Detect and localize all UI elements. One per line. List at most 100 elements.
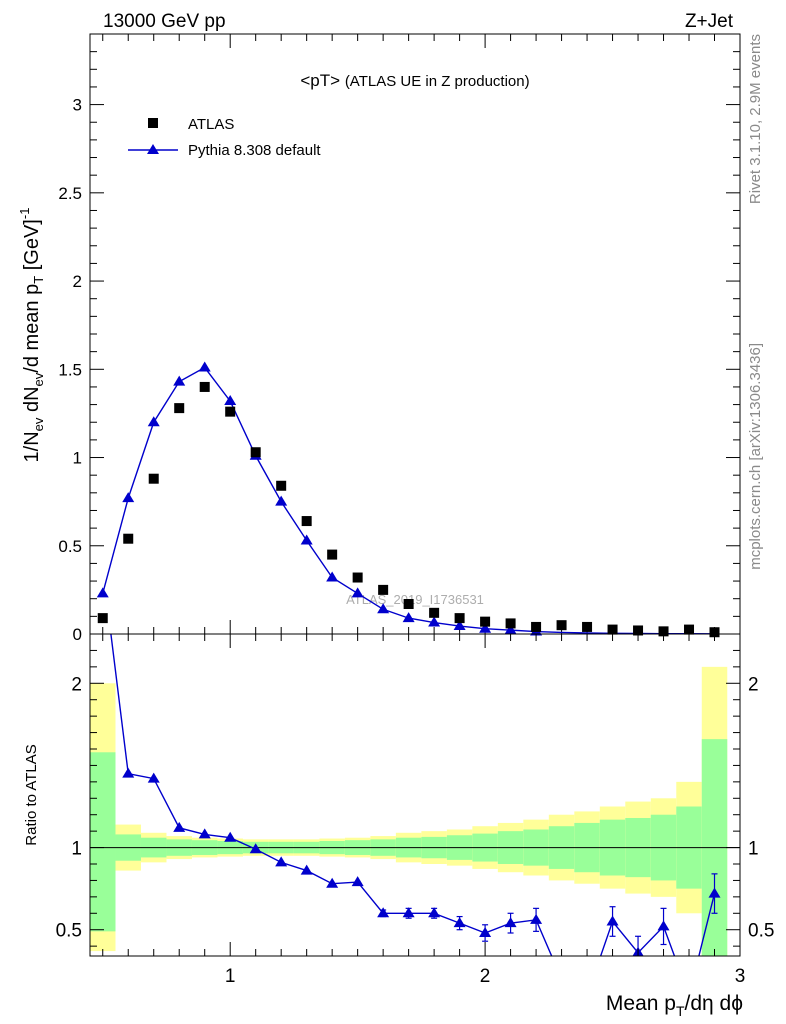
ratio-mc-series [110,634,721,956]
y-tick-label: 0.5 [58,537,82,556]
data-point [301,516,312,527]
ratio-frame [89,633,741,957]
data-point [454,613,465,624]
data-point [97,613,108,624]
ratio-panel: 0.5 0.5 1 1 2 2 1 2 3 [56,633,775,987]
mc-point [173,375,186,386]
data-point [352,572,363,583]
ratio-mc-point [530,913,543,924]
data-point [480,616,491,627]
ratio-mc-point [657,920,670,931]
data-point [123,533,134,544]
ratio-mc-point [606,915,619,926]
data-point [148,473,159,484]
mc-point [428,616,441,627]
ratio-mc-point [224,831,237,842]
ratio-ticks [90,634,741,956]
ratio-mc-point [504,917,517,928]
x-tick-label: 1 [225,966,236,987]
ratio-mc-point [275,856,288,867]
x-tick-label: 2 [480,966,491,987]
band-green [90,752,116,932]
y-tick-label: 0 [73,625,82,644]
ratio-mc-point [708,887,721,898]
mc-point [402,612,415,623]
data-point [250,447,261,458]
ratio-mc-point [147,772,160,783]
x-tick-label: 3 [735,966,746,987]
data-point [684,624,695,635]
mc-point [377,603,390,614]
mc-point [224,395,237,406]
ratio-y-tick-label-right: 1 [748,839,759,860]
legend-mc-marker [147,144,159,154]
y-tick-label: 1.5 [58,360,82,379]
ratio-mc-point [122,767,135,778]
mc-point [122,492,135,503]
mc-point [147,416,160,427]
ratio-mc-point [173,821,186,832]
mc-point [96,587,109,598]
legend-mc-label: Pythia 8.308 default [188,142,321,159]
ratio-tick-labels: 0.5 0.5 1 1 2 2 1 2 3 [56,674,775,987]
data-point [378,584,389,595]
data-series [97,381,720,638]
ratio-mc-clipped [110,634,721,956]
mc-point [275,495,288,506]
watermark: ATLAS_2019_I1736531 [346,592,484,607]
ratio-y-tick-label: 2 [71,674,82,695]
legend-atlas-label: ATLAS [188,116,234,133]
ratio-y-tick-label-right: 2 [748,674,759,695]
header-right: Z+Jet [685,11,734,32]
header-left: 13000 GeV pp [103,11,226,32]
legend-atlas-marker [148,118,158,128]
data-point [276,480,287,491]
ratio-mc-point [428,907,441,918]
ratio-mc-point [198,828,211,839]
mc-point [198,361,211,372]
bottom-ylabel: Ratio to ATLAS [23,744,40,845]
y-tick-label: 2.5 [58,184,82,203]
data-point [225,406,236,417]
mc-point [326,571,339,582]
data-point [658,626,669,637]
ratio-mc-point [453,917,466,928]
data-point [633,625,644,636]
data-point [607,624,618,635]
legend: ATLAS Pythia 8.308 default [128,116,321,159]
ratio-y-tick-label-right: 0.5 [748,921,774,942]
data-point [709,627,720,638]
ratio-mc-point [300,864,313,875]
data-point [327,549,338,560]
top-ylabel: 1/Nev dNev/d mean pT [GeV]-1 [17,208,46,463]
main-panel: 0 0.5 1 1.5 2 2.5 3 ATLAS_2019_I1736531 <pT> (… [58,33,741,644]
side-text-top: Rivet 3.1.10, 2.9M events [747,34,764,204]
y-tick-label: 1 [73,449,82,468]
ratio-mc-point [249,843,262,854]
mc-point [453,620,466,631]
ratio-mc-point [351,876,364,887]
ratio-mc-point [377,907,390,918]
data-point [556,620,567,631]
main-tick-labels: 0 0.5 1 1.5 2 2.5 3 [58,96,82,644]
main-ticks [90,34,741,635]
mc-point [479,622,492,633]
y-tick-label: 2 [73,272,82,291]
data-point [531,621,542,632]
data-point [429,607,440,618]
plot-title: <pT> (ATLAS UE in Z production) [300,71,529,90]
data-point [199,381,210,392]
data-point [582,621,593,632]
data-point [403,599,414,609]
data-point [174,403,185,414]
ratio-mc-point [326,877,339,888]
mc-point [504,624,517,635]
ratio-mc-point [402,907,415,918]
ratio-y-tick-label: 1 [71,839,82,860]
ratio-y-tick-label: 0.5 [56,921,82,942]
side-text-bottom: mcplots.cern.ch [arXiv:1306.3436] [747,343,764,570]
ratio-mc-point [479,927,492,937]
xlabel: Mean pT/dη dϕ [606,992,743,1019]
mc-point [300,534,313,545]
